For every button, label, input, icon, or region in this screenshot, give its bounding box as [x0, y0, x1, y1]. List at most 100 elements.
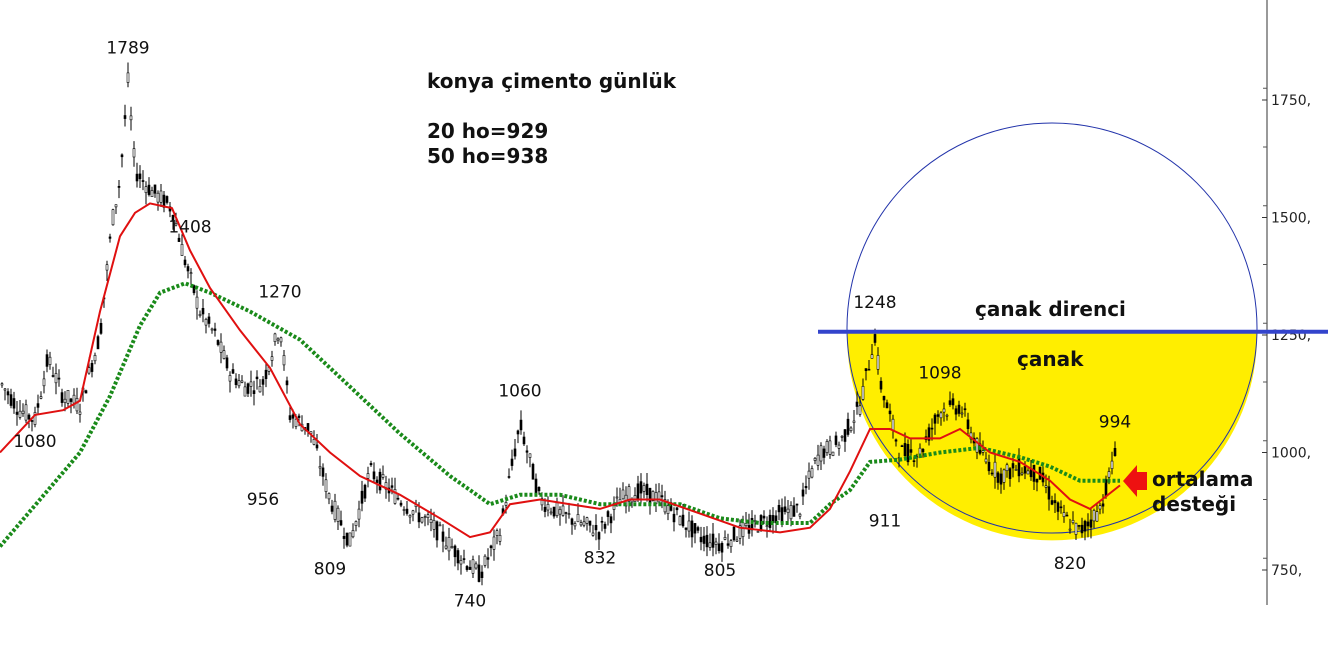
candle-body [525, 450, 529, 453]
candle-body [114, 204, 118, 208]
candle-body [30, 420, 34, 422]
bowl-circle-outline [846, 122, 1258, 534]
candle-body [708, 542, 712, 548]
candle-body [273, 333, 277, 342]
candle-body [645, 483, 649, 496]
candle-body [786, 508, 790, 513]
candle-body [852, 420, 856, 423]
candle-body [957, 404, 961, 414]
candle-body [36, 403, 40, 408]
candle-body [1086, 521, 1090, 527]
candle-body [642, 485, 646, 492]
candle-body [471, 559, 475, 574]
candle-body [249, 381, 253, 387]
price-annotation: 820 [1054, 554, 1086, 574]
candle-body [840, 435, 844, 438]
candle-body [276, 338, 280, 341]
candle-body [489, 545, 493, 549]
candle-body [528, 453, 532, 458]
candle-body [1056, 502, 1060, 512]
candle-body [216, 340, 220, 345]
candle-body [486, 557, 490, 560]
candle-body [654, 492, 658, 505]
candle-body [867, 368, 871, 371]
candle-body [873, 334, 877, 343]
candle-body [330, 505, 334, 512]
candle-body [1044, 485, 1048, 488]
candle-body [798, 513, 802, 517]
candle-body [1074, 522, 1078, 535]
candle-body [135, 173, 139, 182]
candle-body [876, 355, 880, 370]
candle-body [453, 545, 457, 558]
candle-body [963, 408, 967, 411]
y-tick-label: 1500, [1271, 211, 1311, 227]
candle-body [342, 535, 346, 539]
candle-body [885, 402, 889, 409]
candle-body [312, 438, 316, 445]
price-annotation: 805 [704, 561, 736, 581]
candle-body [549, 511, 553, 514]
candle-body [516, 430, 520, 435]
y-tick-label: 750, [1271, 563, 1302, 579]
candle-body [783, 506, 787, 512]
candle-body [606, 511, 610, 517]
candle-body [699, 536, 703, 543]
candle-body [693, 523, 697, 534]
candle-body [420, 517, 424, 523]
candle-body [1110, 460, 1114, 470]
candle-body [60, 392, 64, 403]
candle-body [1026, 470, 1030, 475]
candle-body [636, 483, 640, 500]
candle-body [726, 543, 730, 546]
candle-body [474, 563, 478, 569]
candle-body [891, 418, 895, 431]
candle-body [951, 398, 955, 406]
candle-body [378, 471, 382, 491]
candle-body [84, 390, 88, 394]
candle-body [1062, 512, 1066, 517]
price-annotation: 832 [584, 549, 616, 569]
price-annotation: 911 [869, 511, 901, 531]
candle-body [360, 490, 364, 504]
candle-body [141, 180, 145, 182]
candle-body [144, 186, 148, 193]
candle-body [657, 491, 661, 503]
candle-body [504, 502, 508, 506]
candle-body [789, 504, 793, 520]
candle-body [351, 530, 355, 538]
candle-body [237, 380, 241, 387]
candle-body [174, 223, 178, 226]
candle-body [984, 458, 988, 463]
candle-body [327, 493, 331, 500]
candle-body [861, 385, 865, 400]
candle-body [510, 458, 514, 466]
candle-body [639, 481, 643, 494]
candle-body [159, 190, 163, 203]
candle-body [702, 535, 706, 544]
candle-body [603, 523, 607, 529]
candle-body [138, 173, 142, 180]
candle-body [132, 148, 136, 158]
candle-body [588, 520, 592, 526]
candle-body [396, 497, 400, 500]
candle-body [792, 505, 796, 517]
resistance-label: çanak direnci [975, 297, 1126, 321]
candle-body [27, 414, 31, 420]
candle-body [231, 369, 235, 374]
candle-body [933, 414, 937, 424]
candle-body [858, 405, 862, 415]
candle-body [828, 440, 832, 455]
candle-body [108, 236, 112, 239]
candle-body [987, 461, 991, 472]
bowl-shape [846, 331, 1257, 541]
candle-body [429, 519, 433, 524]
candle-body [981, 450, 985, 453]
candle-body [450, 546, 454, 549]
candle-body [960, 412, 964, 415]
candle-body [906, 443, 910, 463]
candle-body [843, 429, 847, 442]
candle-body [147, 184, 151, 195]
candle-body [1035, 478, 1039, 483]
